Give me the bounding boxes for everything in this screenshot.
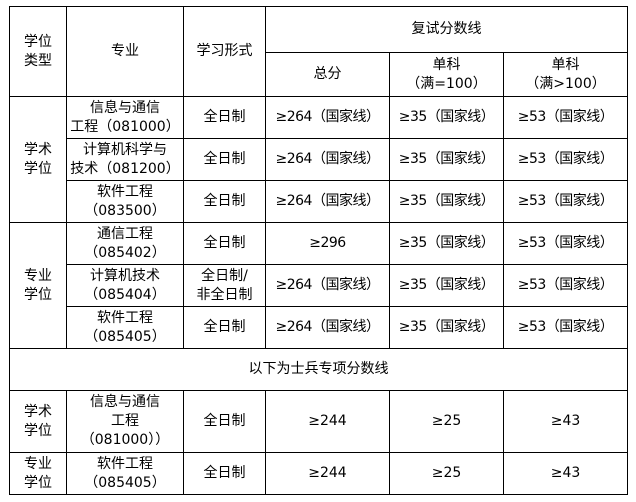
header-retest-line: 复试分数线 [264, 6, 629, 53]
score-table: 学位 类型 专业 学习形式 复试分数线 总分 单科 （满=100） 单科 （满>100） 学术… [8, 6, 629, 495]
degree-type-cell: 专业 学位 [9, 452, 67, 495]
major-cell: 计算机技术 （085404） [66, 264, 184, 307]
degree-type-cell: 专业 学位 [9, 222, 67, 349]
total-score-cell: ≥244 [265, 390, 390, 453]
table-row: 计算机技术 （085404） 全日制/ 非全日制 ≥264（国家线） ≥35（国家线）… [10, 264, 629, 307]
single-100-cell: ≥25 [389, 390, 504, 453]
single-gt100-cell: ≥43 [502, 390, 629, 453]
major-cell: 软件工程 （085405） [66, 306, 184, 349]
single-gt100-cell: ≥53（国家线） [502, 180, 629, 223]
single-gt100-cell: ≥43 [502, 452, 629, 495]
degree-type-cell: 学术 学位 [9, 390, 67, 453]
total-score-cell: ≥244 [265, 452, 390, 495]
single-100-cell: ≥35（国家线） [389, 96, 504, 139]
soldier-row: 学术 学位 信息与通信 工程 （081000）） 全日制 ≥244 ≥25 ≥43 [9, 390, 629, 453]
total-score-cell: ≥264（国家线） [265, 138, 390, 181]
soldier-banner-row: 以下为士兵专项分数线 [8, 348, 629, 391]
table-row: 软件工程 （083500） 全日制 ≥264（国家线） ≥35（国家线） ≥53（国家线… [10, 180, 629, 223]
major-cell: 软件工程 （085405） [66, 452, 184, 495]
study-mode-cell: 全日制 [183, 390, 266, 453]
major-cell: 计算机科学与 技术（081200） [66, 138, 184, 181]
study-mode-cell: 全日制 [183, 222, 266, 265]
total-score-cell: ≥264（国家线） [265, 264, 390, 307]
study-mode-cell: 全日制 [183, 452, 266, 495]
header-row: 学位 类型 专业 学习形式 复试分数线 [9, 6, 629, 97]
single-gt100-cell: ≥53（国家线） [502, 306, 629, 349]
single-100-cell: ≥35（国家线） [389, 222, 504, 265]
total-score-cell: ≥264（国家线） [265, 180, 390, 223]
soldier-row: 专业 学位 软件工程 （085405） 全日制 ≥244 ≥25 ≥43 [9, 452, 629, 495]
degree-type-cell: 学术 学位 [9, 96, 67, 223]
header-degree-type: 学位 类型 [9, 6, 67, 97]
single-gt100-cell: ≥53（国家线） [502, 138, 629, 181]
single-100-cell: ≥35（国家线） [389, 306, 504, 349]
study-mode-cell: 全日制 [183, 138, 266, 181]
single-gt100-cell: ≥53（国家线） [502, 96, 629, 139]
single-gt100-cell: ≥53（国家线） [502, 222, 629, 265]
header-single-100: 单科 （满=100） [389, 52, 504, 97]
single-100-cell: ≥35（国家线） [389, 138, 504, 181]
header-total: 总分 [265, 52, 390, 97]
total-score-cell: ≥264（国家线） [265, 96, 390, 139]
soldier-banner: 以下为士兵专项分数线 [8, 348, 629, 391]
major-cell: 信息与通信 工程 （081000）） [66, 390, 184, 453]
table-row: 计算机科学与 技术（081200） 全日制 ≥264（国家线） ≥35（国家线） ≥53… [10, 138, 629, 181]
table-row: 专业 学位 通信工程 （085402） 全日制 ≥296 ≥35（国家线） ≥53（国家线… [9, 222, 629, 349]
major-cell: 信息与通信 工程（081000） [66, 96, 184, 139]
total-score-cell: ≥296 [265, 222, 390, 265]
single-100-cell: ≥35（国家线） [389, 180, 504, 223]
major-cell: 通信工程 （085402） [66, 222, 184, 265]
table-row: 学术 学位 信息与通信 工程（081000） 全日制 ≥264（国家线） ≥35（国家线… [9, 96, 629, 223]
header-major: 专业 [66, 6, 184, 97]
major-cell: 软件工程 （083500） [66, 180, 184, 223]
study-mode-cell: 全日制/ 非全日制 [183, 264, 266, 307]
single-gt100-cell: ≥53（国家线） [502, 264, 629, 307]
study-mode-cell: 全日制 [183, 96, 266, 139]
single-100-cell: ≥25 [389, 452, 504, 495]
header-single-gt100: 单科 （满>100） [502, 52, 629, 97]
study-mode-cell: 全日制 [183, 306, 266, 349]
total-score-cell: ≥264（国家线） [265, 306, 390, 349]
table-row: 软件工程 （085405） 全日制 ≥264（国家线） ≥35（国家线） ≥53（国家线… [10, 306, 629, 349]
study-mode-cell: 全日制 [183, 180, 266, 223]
header-study-mode: 学习形式 [183, 6, 266, 97]
header-subrow: 总分 单科 （满=100） 单科 （满>100） [10, 52, 629, 97]
single-100-cell: ≥35（国家线） [389, 264, 504, 307]
